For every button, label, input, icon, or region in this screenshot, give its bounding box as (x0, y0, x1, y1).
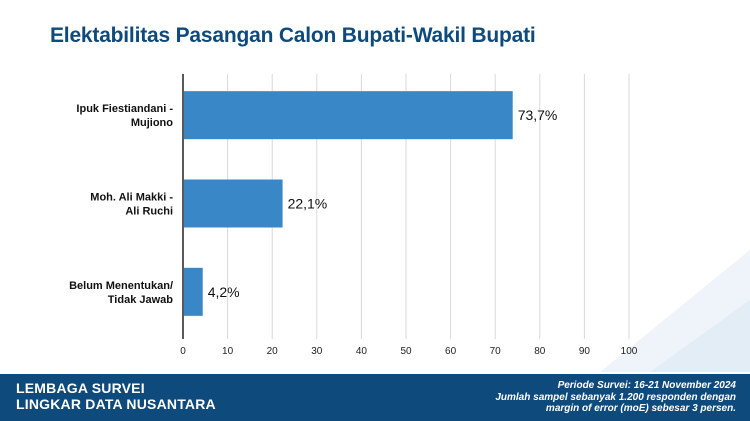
x-tick-label: 100 (621, 346, 638, 357)
x-tick-label: 20 (267, 346, 279, 357)
chart-title: Elektabilitas Pasangan Calon Bupati-Waki… (50, 24, 536, 47)
x-tick-label: 10 (222, 346, 234, 357)
x-tick-label: 70 (490, 346, 502, 357)
category-label: Tidak Jawab (108, 294, 173, 306)
chart-area: 0 10 20 30 40 50 60 70 80 90 100 73,7% Ipuk Fiestian… (69, 74, 638, 357)
survey-period: Periode Survei: 16-21 November 2024 (557, 380, 736, 391)
x-tick-label: 50 (400, 346, 412, 357)
category-label: Belum Menentukan/ (69, 280, 173, 292)
x-tick-label: 60 (445, 346, 457, 357)
footer-bar: LEMBAGA SURVEI LINGKAR DATA NUSANTARA Pe… (0, 374, 750, 421)
category-label: Ali Ruchi (125, 206, 173, 218)
x-tick-label: 90 (579, 346, 591, 357)
x-tick-label: 0 (180, 346, 186, 357)
category-label: Moh. Ali Makki - (90, 192, 173, 204)
data-label: 22,1% (288, 196, 328, 212)
bar (184, 91, 513, 140)
sample-size: Jumlah sampel sebanyak 1.200 responden d… (495, 391, 736, 403)
survey-info: Periode Survei: 16-21 November 2024 Juml… (495, 380, 736, 415)
bar (184, 179, 283, 228)
bar (184, 267, 203, 316)
data-label: 73,7% (518, 107, 558, 123)
margin-of-error: margin of error (moE) sebesar 3 persen. (545, 403, 736, 414)
x-tick-label: 40 (356, 346, 368, 357)
category-label: Ipuk Fiestiandani - (76, 103, 173, 115)
organization-name: LEMBAGA SURVEI LINGKAR DATA NUSANTARA (16, 380, 216, 412)
bar-chart: 0 10 20 30 40 50 60 70 80 90 100 73,7% Ipuk Fiestian… (69, 74, 638, 357)
data-label: 4,2% (208, 284, 240, 300)
x-tick-label: 80 (534, 346, 546, 357)
org-line-2: LINGKAR DATA NUSANTARA (16, 396, 216, 412)
org-line-1: LEMBAGA SURVEI (16, 380, 145, 396)
x-tick-label: 30 (311, 346, 323, 357)
category-label: Mujiono (131, 117, 173, 129)
